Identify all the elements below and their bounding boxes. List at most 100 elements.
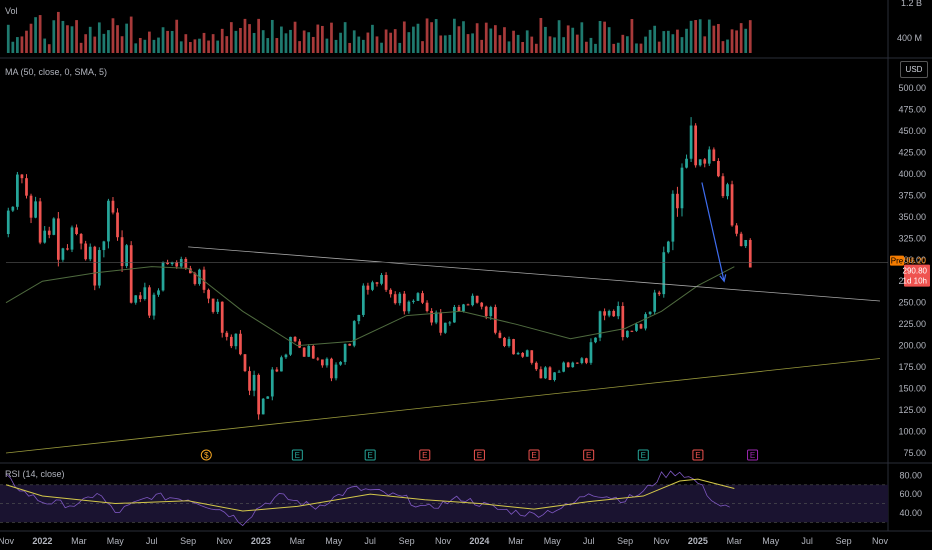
volume-bar <box>75 20 78 54</box>
candle <box>666 241 670 253</box>
volume-bar <box>443 35 447 53</box>
volume-bar <box>434 19 438 53</box>
volume-bar <box>125 23 128 53</box>
ma50-line <box>5 266 735 347</box>
pre-tag-bg <box>890 255 904 266</box>
pre-tag-label: Pre <box>891 257 904 266</box>
candle <box>389 289 393 295</box>
candle <box>47 230 51 235</box>
volume-bar <box>721 41 725 53</box>
candle <box>689 125 693 159</box>
volume-bar <box>425 18 429 53</box>
candle <box>161 262 165 291</box>
candle <box>6 210 10 234</box>
volume-bar <box>662 31 666 53</box>
time-tick-label: Nov <box>435 536 452 546</box>
volume-bar <box>557 20 561 53</box>
volume-bar <box>25 30 28 53</box>
event-markers[interactable]: $ E E E E E E E E E <box>200 449 759 461</box>
candle <box>475 295 479 303</box>
volume-bar <box>553 37 556 53</box>
candle <box>744 239 748 247</box>
currency-button[interactable]: USD <box>900 61 928 78</box>
volume-bar <box>566 25 570 53</box>
volume-bar <box>307 32 311 53</box>
volume-bar <box>129 16 133 53</box>
volume-bar <box>102 33 106 53</box>
time-tick-label: Sep <box>180 536 196 546</box>
rsi-tick-label: 80.00 <box>899 470 922 480</box>
candle <box>311 346 315 359</box>
volume-bar <box>34 17 37 54</box>
volume-bar <box>371 24 374 53</box>
event-marker-label: E <box>695 451 700 460</box>
candle <box>293 336 297 342</box>
candle <box>471 295 474 306</box>
volume-bar <box>698 19 702 54</box>
volume-bar <box>712 25 716 53</box>
candle <box>662 252 666 295</box>
price-tick-label: 100.00 <box>898 427 926 437</box>
time-tick-label: Sep <box>836 536 852 546</box>
volume-bar <box>534 43 538 53</box>
candle <box>207 289 210 299</box>
candle <box>97 250 101 286</box>
candle <box>421 293 424 303</box>
candle <box>93 246 97 286</box>
time-axis[interactable]: Nov 2022 Mar May Jul Sep Nov 2023 Mar May Jul Sep No… <box>0 536 888 546</box>
candle <box>503 337 506 346</box>
price-tick-label: 75.00 <box>903 448 926 458</box>
candle <box>321 359 324 366</box>
candle <box>639 324 643 329</box>
volume-bar <box>530 36 534 53</box>
candle <box>111 200 115 213</box>
candle <box>721 176 725 197</box>
earnings-marker <box>419 449 431 461</box>
volume-bar <box>302 30 306 53</box>
volume-bar <box>439 35 443 53</box>
time-tick-label: 2024 <box>469 536 489 546</box>
price-tick-label: 325.00 <box>898 233 926 243</box>
candle <box>52 218 56 235</box>
event-marker-label: E <box>586 451 591 460</box>
candle <box>498 332 502 338</box>
candle <box>66 248 69 250</box>
candle <box>453 307 456 323</box>
volume-tick-label: 400 M <box>897 33 922 43</box>
rsi-tick-label: 40.00 <box>899 508 922 518</box>
price-tick-label: 475.00 <box>898 104 926 114</box>
volume-bar <box>38 15 42 54</box>
volume-bar <box>275 38 279 53</box>
volume-bar <box>79 42 83 53</box>
volume-bar <box>11 41 15 53</box>
candle <box>703 159 707 164</box>
candle <box>29 195 33 218</box>
candle <box>352 321 356 346</box>
volume-bar <box>252 32 256 53</box>
volume-bar <box>175 19 179 53</box>
candle <box>548 367 552 380</box>
time-tick-label: Jul <box>146 536 158 546</box>
candle <box>603 311 606 316</box>
volume-bar <box>575 34 579 53</box>
volume-bar <box>184 34 188 53</box>
volume-bar <box>430 22 433 53</box>
volume-bar <box>548 36 552 53</box>
price-pane[interactable] <box>0 0 932 532</box>
event-marker-label: E <box>531 451 536 460</box>
candle <box>539 369 543 379</box>
volume-bar <box>525 30 529 53</box>
candle <box>366 285 370 290</box>
candle <box>248 371 251 391</box>
volume-bar <box>603 21 606 53</box>
candle <box>575 362 579 364</box>
volume-bar <box>229 22 233 53</box>
candle <box>439 312 443 333</box>
candle <box>448 322 452 324</box>
candle <box>25 178 28 196</box>
volume-bar <box>266 38 270 53</box>
volume-bar <box>471 33 474 53</box>
time-tick-label: Sep <box>617 536 633 546</box>
volume-bar <box>138 37 142 53</box>
